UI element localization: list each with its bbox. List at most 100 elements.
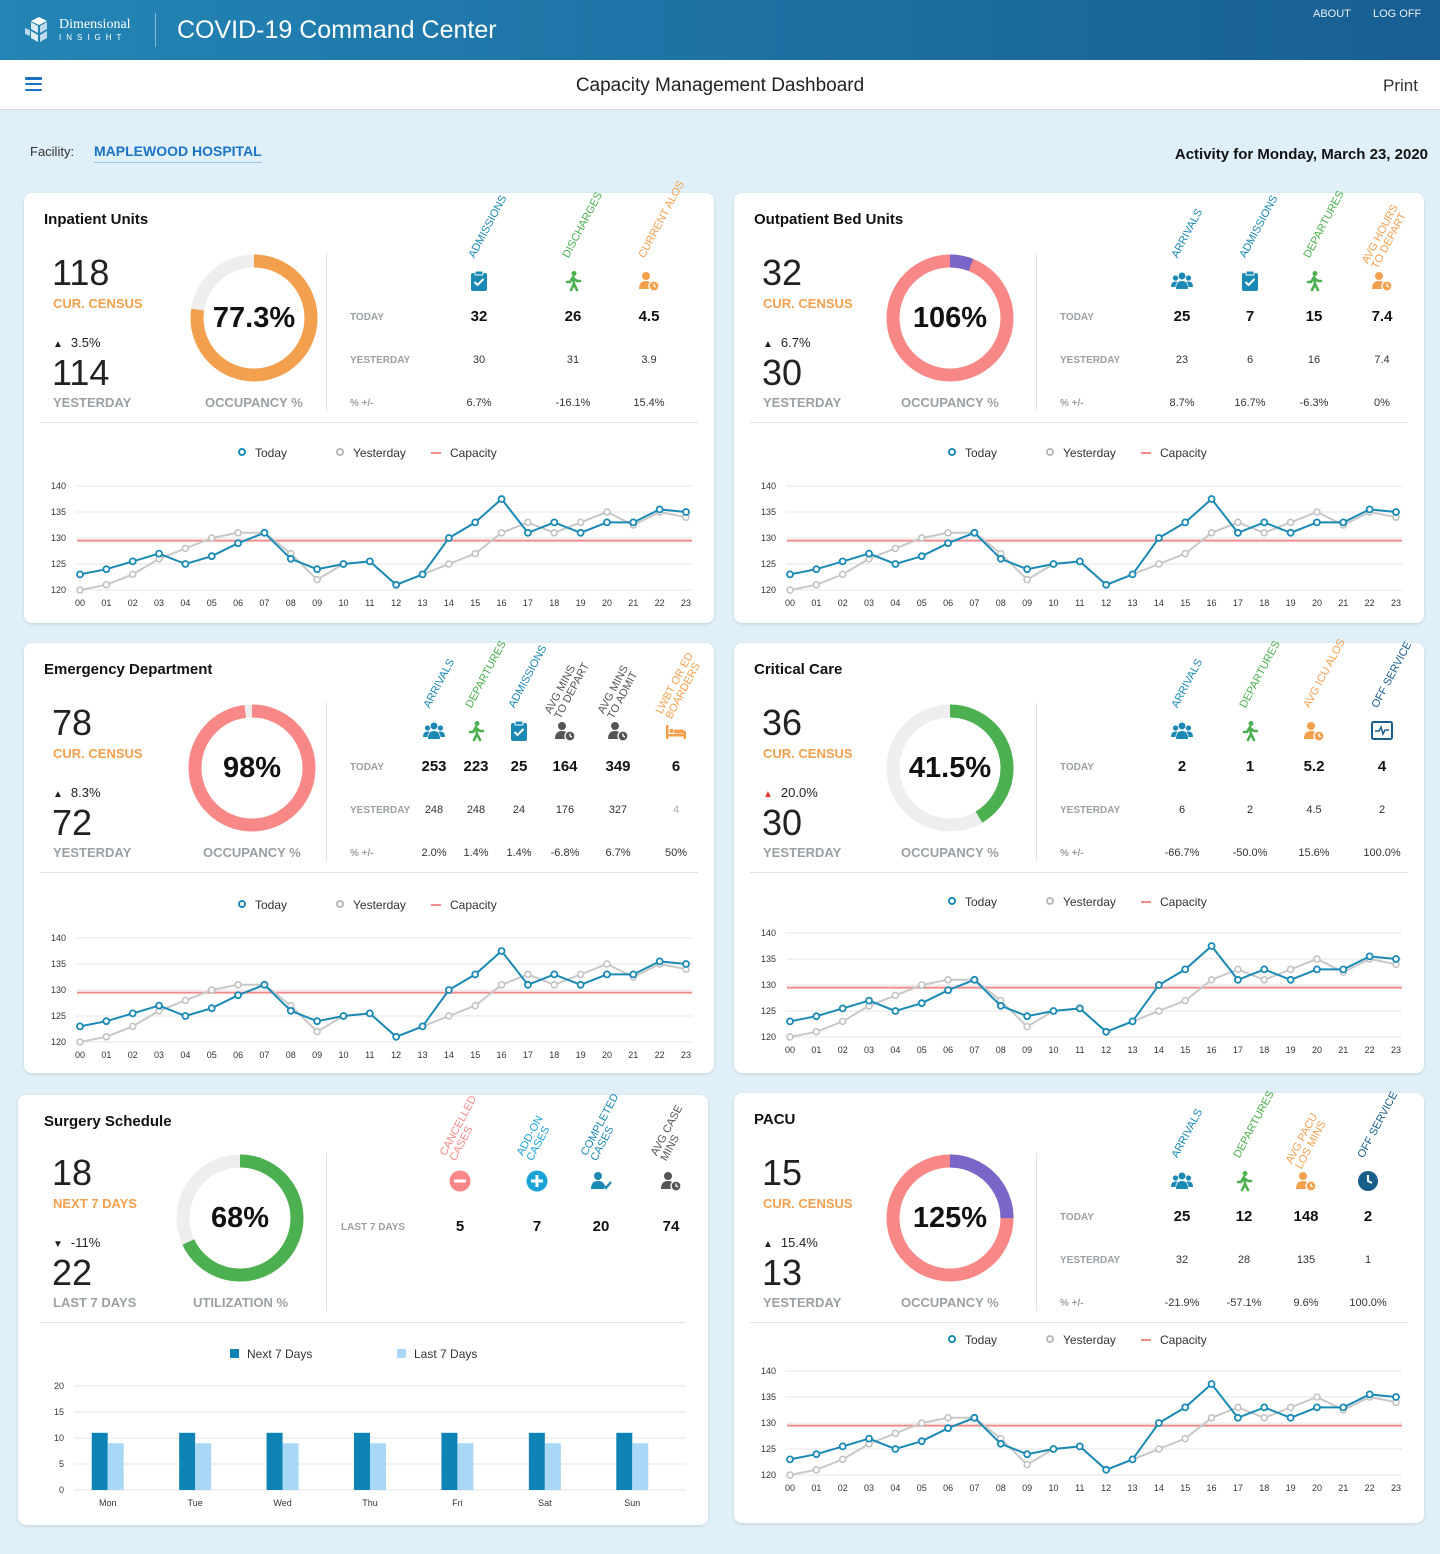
facility-selector[interactable]: MAPLEWOOD HOSPITAL [94,143,262,163]
legend-today-marker [948,897,956,905]
x-tick-label: 14 [1154,598,1164,608]
clipboard-check-icon [471,270,487,291]
today-point [996,1001,1005,1010]
metric-yesterday: 176 [555,804,575,816]
metric-icon [590,1170,612,1192]
header-divider [155,13,156,47]
x-tick-label: 11 [1075,598,1084,608]
card-title: Inpatient Units [44,211,149,228]
legend-today[interactable]: Today [238,898,287,912]
yesterday-point [313,575,321,584]
census-label: CUR. CENSUS [763,296,853,311]
yesterday-point [576,970,585,979]
hourly-line-chart: 120 125 130 135 140 00 01 02 03 04 05 06 07 08 09 10 11 1… [761,481,1402,608]
metric-name: DEPARTURES [1301,188,1347,260]
legend-capacity[interactable]: Capacity [1141,895,1207,909]
today-point [1234,528,1242,537]
x-tick-label: 03 [154,598,164,608]
legend-yesterday[interactable]: Yesterday [336,446,406,460]
x-tick-label: 20 [1312,598,1322,608]
x-tick-label: 02 [128,598,138,608]
about-link[interactable]: ABOUT [1313,8,1351,20]
legend-today[interactable]: Today [948,895,997,909]
today-point [1260,518,1269,527]
x-tick-label: 10 [1048,1045,1058,1055]
donut-overflow [886,254,1014,382]
bar-last7 [632,1443,649,1490]
today-point [1154,1419,1163,1427]
y-tick-label: 140 [761,928,776,938]
legend-last7[interactable]: Last 7 Days [397,1347,477,1361]
yesterday-point [1286,965,1295,974]
metrics-divider [1036,703,1037,861]
today-point [313,565,322,574]
metric-name: DISCHARGES [560,190,606,260]
header-divider [750,872,1408,873]
people-group-icon [423,722,445,739]
today-point [891,1445,900,1453]
x-tick-label: 18 [1259,1045,1269,1055]
legend-today[interactable]: Today [948,446,997,460]
x-tick-label: 16 [1207,1045,1217,1055]
metric-today: 164 [552,758,578,775]
legend-next7[interactable]: Next 7 Days [230,1347,312,1361]
legend-yesterday[interactable]: Yesterday [1046,446,1116,460]
legend-today[interactable]: Today [948,1333,997,1347]
metric-yesterday: 248 [424,804,444,816]
metric-value: 7 [532,1218,542,1235]
walking-person-icon [1306,271,1323,292]
row-pct-label: % +/- [350,398,374,409]
menu-icon[interactable] [25,77,42,92]
delta-arrow-icon: ▲ [763,339,773,350]
x-tick-label: 13 [1128,598,1138,608]
legend-capacity[interactable]: Capacity [1141,446,1207,460]
yesterday-label: YESTERDAY [53,845,132,860]
metric-today: 7.4 [1371,308,1393,325]
metric-icon [1295,1170,1317,1192]
occupancy-donut: 41.5% [884,702,1016,834]
legend-yesterday[interactable]: Yesterday [1046,895,1116,909]
x-tick-label: 14 [444,1050,454,1060]
legend-capacity[interactable]: Capacity [431,898,497,912]
person-clock-icon [1372,272,1393,292]
x-tick-label: 00 [75,598,85,608]
today-point [1234,975,1242,984]
yesterday-value: 13 [762,1252,803,1293]
today-point [812,565,821,574]
today-point [1392,955,1400,963]
today-point [550,970,559,979]
print-button[interactable]: Print [1383,76,1418,95]
legend-yesterday[interactable]: Yesterday [336,898,406,912]
today-point [339,560,348,568]
yesterday-point [313,1027,321,1036]
clock-icon [1358,1171,1378,1191]
today-point [234,991,242,1000]
x-tick-label: 18 [549,598,559,608]
metric-today: 15 [1305,308,1323,325]
card-title: PACU [754,1111,796,1128]
metric-icon [1371,270,1393,292]
today-point [1154,534,1163,542]
hourly-line-chart: 120 125 130 135 140 00 01 02 03 04 05 06 07 08 09 10 11 1… [51,481,692,608]
yesterday-point [1181,996,1189,1005]
x-tick-label: 08 [286,1050,296,1060]
census-delta: ▲ 3.5% [53,335,101,350]
brand-logo[interactable]: Dimensional INSIGHT [24,16,164,46]
yesterday-label: YESTERDAY [763,395,842,410]
legend-yesterday[interactable]: Yesterday [1046,1333,1116,1347]
metrics-divider [326,703,327,861]
metrics-divider [1036,1153,1037,1311]
bar-last7 [370,1443,386,1490]
x-tick-label: 19 [1286,1045,1296,1055]
x-tick-label: 18 [549,1050,559,1060]
today-point [339,1012,348,1020]
metric-icon [1239,270,1261,292]
logoff-link[interactable]: LOG OFF [1373,8,1422,20]
legend-today[interactable]: Today [238,446,287,460]
today-point [471,970,480,979]
y-tick-label: 135 [51,959,66,969]
today-point [444,534,453,542]
today-point [944,539,952,548]
legend-capacity[interactable]: Capacity [1141,1333,1207,1347]
legend-capacity[interactable]: Capacity [431,446,497,460]
